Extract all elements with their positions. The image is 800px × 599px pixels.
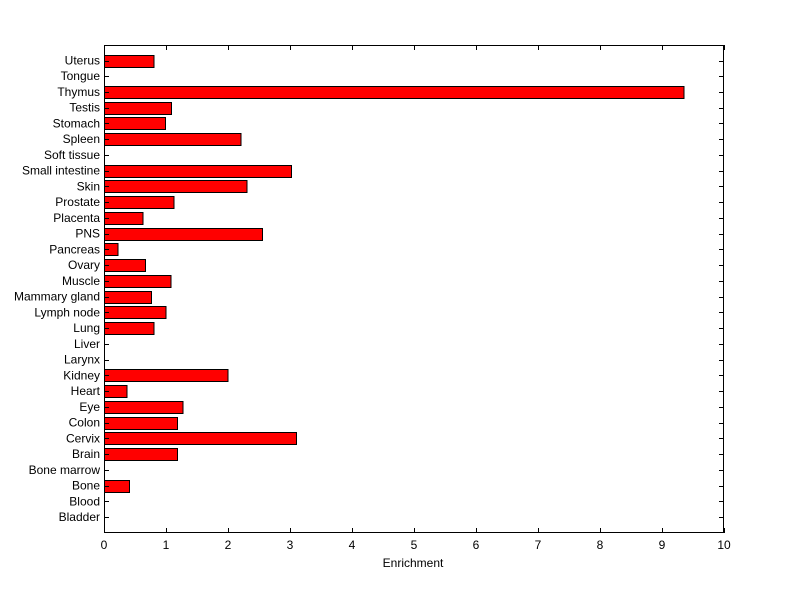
y-tick-label-kidney: Kidney	[63, 368, 100, 382]
y-tick-label-colon: Colon	[69, 416, 100, 430]
bar-testis	[104, 102, 172, 115]
bar-lung	[104, 322, 155, 335]
x-tick-label-3: 3	[287, 538, 294, 552]
y-tick-label-bladder: Bladder	[59, 510, 100, 524]
y-tick-label-blood: Blood	[69, 494, 100, 508]
y-tick-label-ovary: Ovary	[68, 258, 100, 272]
bar-brain	[104, 448, 179, 461]
y-tick-label-uterus: Uterus	[65, 54, 100, 68]
bar-prostate	[104, 196, 175, 209]
bar-kidney	[104, 369, 229, 382]
y-tick-label-tongue: Tongue	[61, 69, 101, 83]
y-tick-label-bone-marrow: Bone marrow	[29, 463, 101, 477]
x-tick-label-10: 10	[717, 538, 731, 552]
x-tick-label-4: 4	[349, 538, 356, 552]
y-tick-label-prostate: Prostate	[55, 195, 100, 209]
bar-thymus	[104, 86, 685, 99]
plot-background	[104, 45, 724, 533]
y-tick-label-lung: Lung	[73, 321, 100, 335]
x-axis-label: Enrichment	[383, 556, 444, 570]
x-tick-label-0: 0	[101, 538, 108, 552]
bar-lymph-node	[104, 306, 167, 319]
y-tick-label-small-intestine: Small intestine	[22, 164, 100, 178]
plot-frame	[104, 45, 724, 533]
y-tick-label-spleen: Spleen	[63, 132, 100, 146]
bar-uterus	[104, 55, 155, 68]
bar-skin	[104, 180, 248, 193]
x-tick-label-1: 1	[163, 538, 170, 552]
bar-ovary	[104, 259, 146, 272]
bar-stomach	[104, 117, 166, 130]
y-tick-label-brain: Brain	[72, 447, 100, 461]
y-tick-label-liver: Liver	[74, 337, 100, 351]
bar-eye	[104, 401, 184, 414]
y-tick-label-eye: Eye	[79, 400, 100, 414]
bar-spleen	[104, 133, 242, 146]
y-tick-label-cervix: Cervix	[66, 431, 100, 445]
y-tick-label-skin: Skin	[77, 179, 100, 193]
y-tick-label-stomach: Stomach	[53, 116, 100, 130]
y-tick-label-placenta: Placenta	[53, 211, 100, 225]
x-tick-label-6: 6	[473, 538, 480, 552]
bar-small-intestine	[104, 165, 293, 178]
y-tick-label-testis: Testis	[69, 101, 100, 115]
bar-cervix	[104, 432, 298, 445]
y-tick-label-pancreas: Pancreas	[49, 242, 100, 256]
y-tick-label-muscle: Muscle	[62, 274, 100, 288]
x-tick-label-8: 8	[597, 538, 604, 552]
x-tick-label-5: 5	[411, 538, 418, 552]
y-tick-label-soft-tissue: Soft tissue	[44, 148, 100, 162]
y-tick-label-heart: Heart	[71, 384, 101, 398]
bar-pns	[104, 228, 264, 241]
y-tick-label-larynx: Larynx	[64, 353, 100, 367]
y-tick-label-lymph-node: Lymph node	[34, 305, 100, 319]
y-tick-label-mammary-gland: Mammary gland	[14, 290, 100, 304]
y-tick-label-bone: Bone	[72, 479, 100, 493]
x-tick-label-9: 9	[659, 538, 666, 552]
y-tick-label-pns: PNS	[75, 227, 100, 241]
bar-mammary-gland	[104, 291, 153, 304]
bar-colon	[104, 417, 179, 430]
bar-placenta	[104, 212, 144, 225]
y-tick-label-thymus: Thymus	[57, 85, 100, 99]
x-tick-label-7: 7	[535, 538, 542, 552]
bar-muscle	[104, 275, 172, 288]
x-tick-label-2: 2	[225, 538, 232, 552]
